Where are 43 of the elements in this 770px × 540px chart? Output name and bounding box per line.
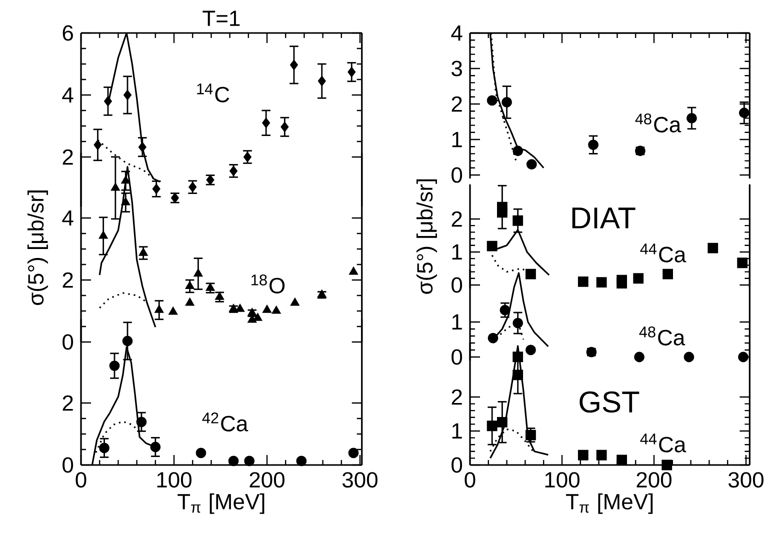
x-tick-label: 100 [545,472,580,488]
y-tick-label: 4 [451,25,462,41]
annotation: GST [580,391,640,413]
y-tick-label: 0 [452,167,462,183]
y-tick-label: 4 [62,210,74,226]
y-tick-label: 0 [452,277,462,293]
x-axis-title: T$_{π}$ [MeV] [178,493,264,514]
series-label: $^{14}$C [197,84,230,102]
y-tick-label: 1 [452,132,462,148]
y-tick-label: 2 [452,211,462,227]
y-axis-title: σ(5°) [μb/sr] [27,190,48,306]
annotation: DIAT [572,208,636,228]
x-tick-label: 300 [728,472,764,488]
y-tick-label: 1 [452,314,462,330]
x-tick-label: 300 [342,472,378,488]
y-tick-label: 6 [62,25,73,41]
y-tick-label: 0 [452,349,462,365]
y-tick-label: 3 [452,60,462,76]
y-tick-label: 4 [62,87,74,103]
x-tick-label: 200 [636,472,672,488]
y-tick-label: 2 [62,272,73,288]
series-label: $^{44}$Ca [640,244,686,262]
series-label: $^{18}$O [252,274,285,294]
y-axis-title: σ(5°) [μb/sr] [416,179,437,294]
x-tick-label: 0 [76,472,86,488]
series-label: $^{48}$Ca [635,114,682,132]
y-tick-label: 0 [452,457,462,473]
y-tick-label: 0 [62,334,74,350]
x-tick-label: 0 [464,472,476,488]
y-tick-label: 2 [62,149,73,165]
x-axis-title: T$_{π}$ [MeV] [566,493,653,514]
series-label: $^{42}$Ca [202,412,248,432]
y-tick-label: 2 [452,96,462,112]
series-label: $^{48}$Ca [639,326,686,346]
y-tick-label: 0 [62,457,74,473]
y-tick-label: 1 [452,423,462,439]
chart-title: T=1 [202,10,240,26]
x-tick-label: 100 [157,472,192,488]
y-tick-label: 2 [452,389,462,405]
series-label: $^{44}$Ca [640,434,686,452]
x-tick-label: 200 [250,472,284,488]
y-tick-label: 1 [452,244,462,260]
y-tick-label: 2 [62,395,73,411]
